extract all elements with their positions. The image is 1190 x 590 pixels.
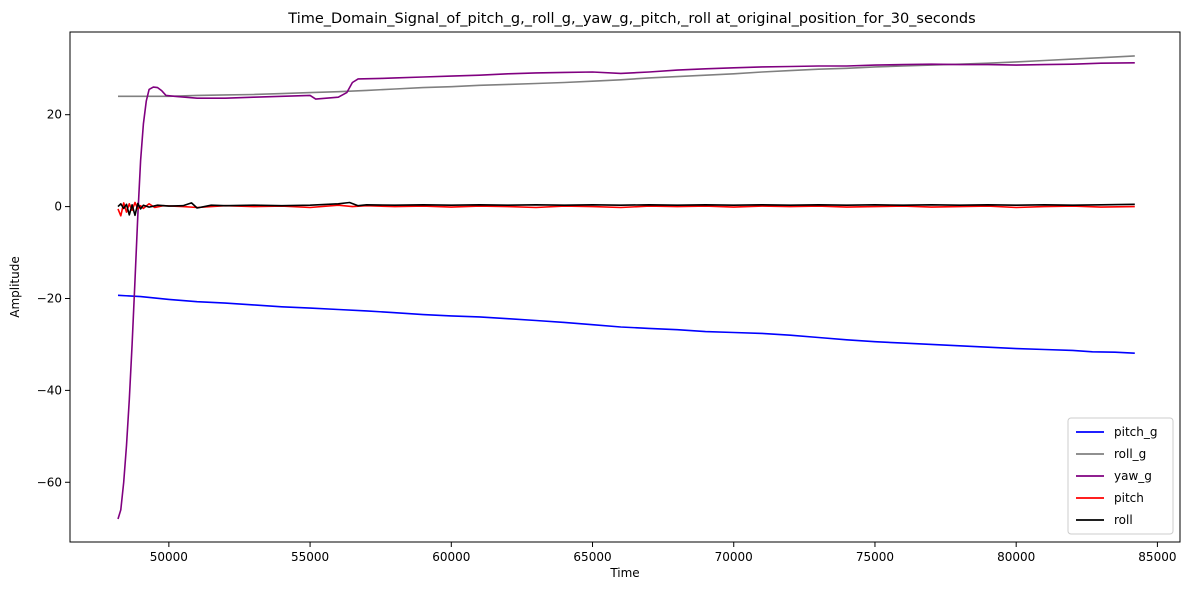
legend-label-yaw-g: yaw_g (1114, 469, 1152, 483)
y-axis-label: Amplitude (8, 256, 22, 318)
x-tick-label: 50000 (150, 550, 188, 564)
series-line-roll (117, 201, 1135, 217)
y-axis: −60 −40 −20 0 20 (37, 108, 70, 489)
series-line-pitch (117, 201, 1135, 217)
y-tick-label: 20 (47, 108, 62, 122)
x-axis: 50000 55000 60000 65000 70000 75000 80000 85000 (150, 542, 1176, 564)
chart-title: Time_Domain_Signal_of_pitch_g,_roll_g,_y… (287, 11, 975, 27)
y-tick-label: −40 (37, 383, 62, 397)
y-tick-label: 0 (54, 200, 62, 214)
series-line-yaw-g (117, 62, 1135, 520)
x-tick-label: 80000 (997, 550, 1035, 564)
x-tick-label: 65000 (573, 550, 611, 564)
legend-label-roll: roll (1114, 513, 1133, 527)
legend-box (1067, 417, 1174, 535)
legend-label-pitch-g: pitch_g (1114, 425, 1157, 439)
axes-frame (69, 31, 1181, 543)
x-tick-label: 60000 (432, 550, 470, 564)
x-tick-label: 55000 (291, 550, 329, 564)
legend-label-roll-g: roll_g (1114, 447, 1146, 461)
x-tick-label: 70000 (715, 550, 753, 564)
legend-label-pitch: pitch (1114, 491, 1144, 505)
y-tick-label: −60 (37, 475, 62, 489)
plot-area: 50000 55000 60000 65000 70000 75000 80000 85000… (37, 31, 1181, 564)
series-layer (117, 55, 1135, 520)
x-tick-label: 75000 (856, 550, 894, 564)
series-line-pitch-g (117, 294, 1135, 354)
x-tick-label: 85000 (1138, 550, 1176, 564)
x-axis-label: Time (609, 566, 639, 580)
y-tick-label: −20 (37, 291, 62, 305)
